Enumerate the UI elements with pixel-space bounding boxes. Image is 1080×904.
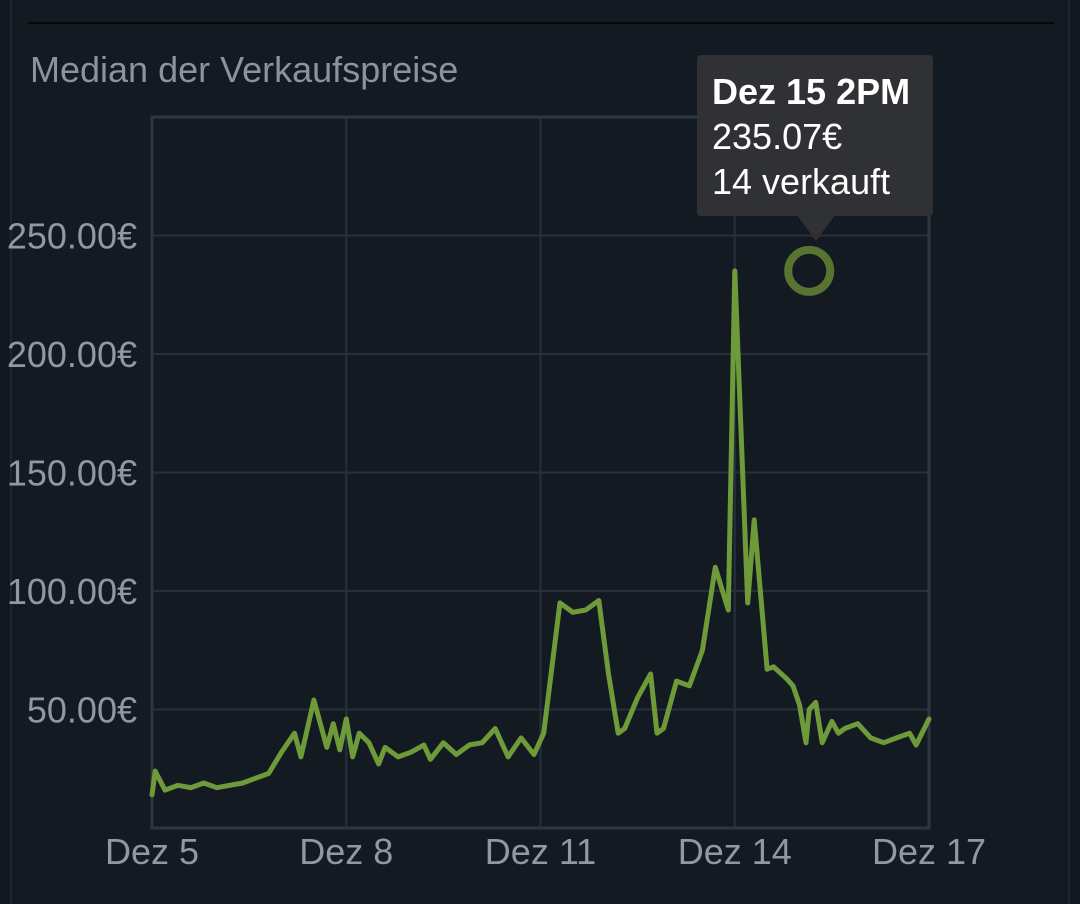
tooltip-pointer bbox=[797, 215, 835, 241]
y-tick-label: 250.00€ bbox=[7, 216, 137, 257]
y-tick-label: 150.00€ bbox=[7, 453, 137, 494]
y-tick-label: 200.00€ bbox=[7, 334, 137, 375]
x-tick-label: Dez 17 bbox=[872, 831, 986, 872]
x-tick-label: Dez 8 bbox=[299, 831, 393, 872]
y-tick-label: 100.00€ bbox=[7, 571, 137, 612]
y-tick-label: 50.00€ bbox=[27, 690, 137, 731]
top-divider bbox=[28, 22, 1054, 24]
plot-frame bbox=[150, 115, 931, 830]
x-axis-tick-labels: Dez 5 Dez 8 Dez 11 Dez 14 Dez 17 bbox=[105, 831, 986, 872]
x-tick-label: Dez 14 bbox=[678, 831, 792, 872]
tooltip-date: Dez 15 2PM bbox=[712, 71, 911, 112]
data-point-tooltip: Dez 15 2PM 235.07€ 14 verkauft bbox=[697, 55, 933, 216]
plot-area-frame bbox=[150, 115, 931, 830]
chart-title: Median der Verkaufspreise bbox=[30, 49, 459, 90]
highlighted-point-marker bbox=[784, 245, 835, 296]
x-tick-label: Dez 5 bbox=[105, 831, 199, 872]
price-series-line bbox=[149, 268, 932, 798]
tooltip-sold-count: 14 verkauft bbox=[712, 161, 891, 202]
series-layer bbox=[149, 268, 932, 798]
tooltip-price: 235.07€ bbox=[712, 116, 843, 157]
x-tick-label: Dez 11 bbox=[485, 831, 596, 872]
highlight-layer bbox=[784, 245, 835, 296]
y-axis-tick-labels: 50.00€ 100.00€ 150.00€ 200.00€ 250.00€ bbox=[7, 216, 137, 731]
